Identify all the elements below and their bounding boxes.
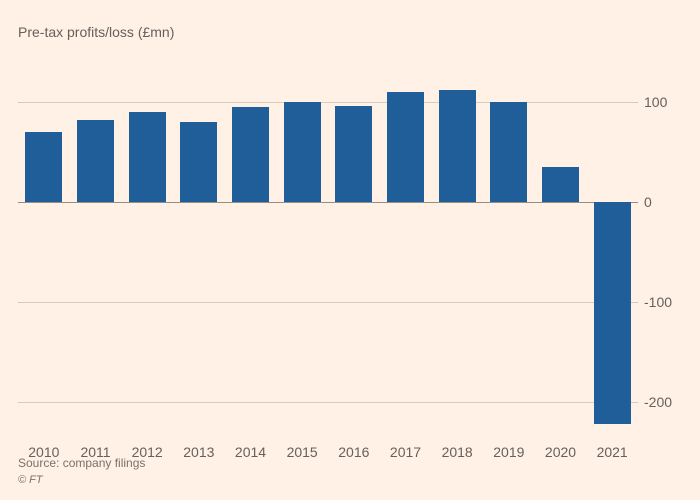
bar — [439, 90, 476, 202]
bar — [490, 102, 527, 202]
chart-inner: Pre-tax profits/loss (£mn) 1000-100-200 … — [10, 10, 690, 490]
x-tick-label: 2014 — [235, 444, 266, 460]
bar — [25, 132, 62, 202]
x-tick-label: 2013 — [183, 444, 214, 460]
x-tick-label: 2019 — [493, 444, 524, 460]
bar — [232, 107, 269, 202]
y-tick-label: 100 — [644, 94, 686, 110]
chart-container: Pre-tax profits/loss (£mn) 1000-100-200 … — [0, 0, 700, 500]
y-tick-label: -100 — [644, 294, 686, 310]
y-tick-label: 0 — [644, 194, 686, 210]
gridline — [18, 302, 638, 303]
gridline — [18, 402, 638, 403]
bar — [284, 102, 321, 202]
chart-subtitle: Pre-tax profits/loss (£mn) — [18, 24, 174, 40]
bar — [387, 92, 424, 202]
gridline-zero — [18, 202, 638, 203]
x-tick-label: 2017 — [390, 444, 421, 460]
x-tick-label: 2021 — [597, 444, 628, 460]
bar — [77, 120, 114, 202]
plot-area: 1000-100-200 — [18, 62, 638, 442]
copyright-text: © FT — [18, 474, 43, 486]
x-tick-label: 2018 — [442, 444, 473, 460]
y-tick-label: -200 — [644, 394, 686, 410]
gridline — [18, 102, 638, 103]
source-text: Source: company filings — [18, 456, 145, 470]
bar — [335, 106, 372, 202]
bar — [180, 122, 217, 202]
x-tick-label: 2015 — [287, 444, 318, 460]
bar — [542, 167, 579, 202]
bar — [594, 202, 631, 424]
bar — [129, 112, 166, 202]
x-tick-label: 2020 — [545, 444, 576, 460]
x-tick-label: 2016 — [338, 444, 369, 460]
